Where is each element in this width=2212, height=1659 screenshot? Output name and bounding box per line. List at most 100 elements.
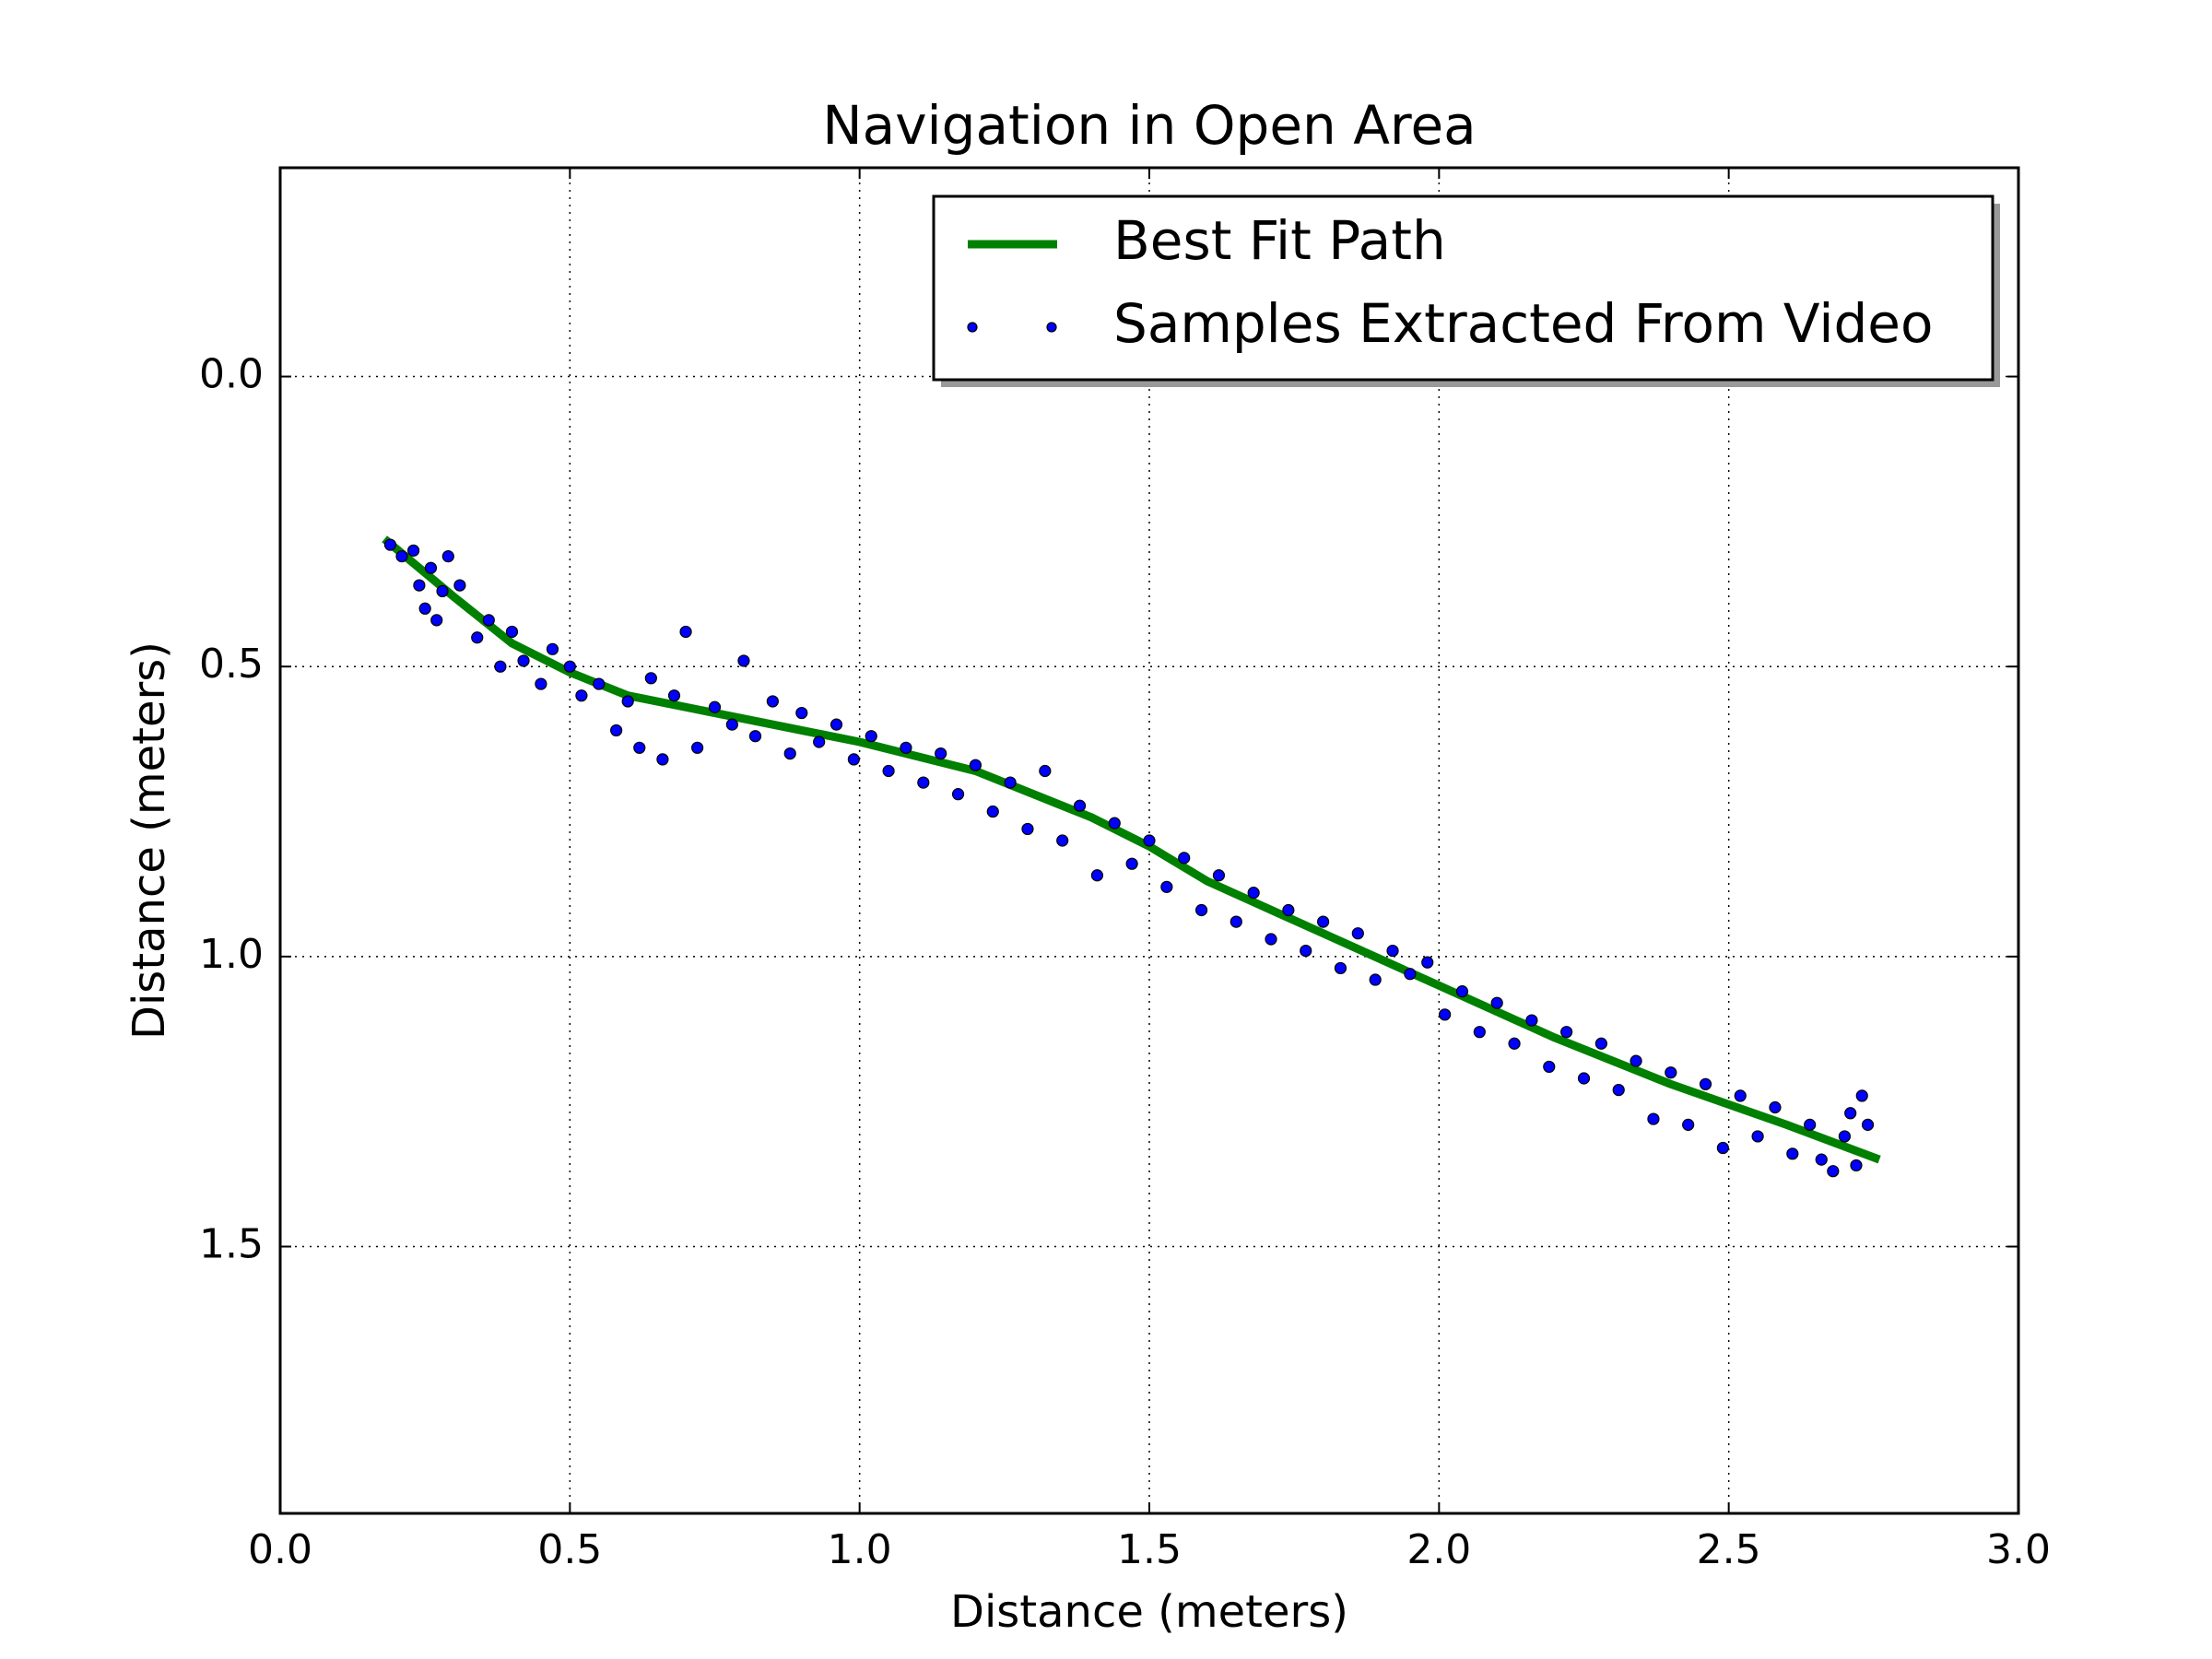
sample-point (1473, 1026, 1486, 1039)
sample-point (656, 753, 669, 766)
sample-point (424, 561, 438, 574)
sample-point (494, 660, 507, 673)
sample-point (418, 602, 431, 615)
sample-point (1247, 887, 1260, 900)
sample-point (667, 689, 681, 702)
sample-point (1125, 857, 1138, 870)
sample-point (1647, 1112, 1660, 1125)
sample-point (430, 614, 443, 627)
legend-label: Samples Extracted From Video (1113, 292, 1933, 355)
sample-point (383, 538, 397, 551)
sample-point (1421, 956, 1434, 969)
sample-point (644, 672, 657, 685)
sample-point (1212, 869, 1226, 882)
sample-point (621, 695, 634, 708)
x-tick-label: 0.0 (248, 1526, 312, 1573)
sample-point (593, 677, 606, 690)
sample-point (1699, 1077, 1712, 1090)
sample-point (691, 741, 704, 754)
sample-point (1039, 764, 1052, 778)
sample-point (535, 677, 547, 690)
sample-point (1827, 1165, 1840, 1178)
sample-point (1838, 1130, 1852, 1143)
y-tick-label: 1.0 (199, 931, 264, 978)
sample-point (453, 579, 466, 592)
sample-point (1560, 1026, 1573, 1039)
sample-point (1108, 817, 1121, 830)
sample-point (1734, 1089, 1747, 1102)
sample-point (633, 741, 646, 754)
sample-point (1665, 1066, 1677, 1079)
sample-point (1508, 1037, 1521, 1050)
sample-point (708, 700, 722, 713)
sample-point (471, 631, 484, 644)
sample-point (847, 753, 860, 766)
sample-point (1334, 961, 1347, 975)
sample-point (1455, 985, 1469, 998)
sample-point (917, 776, 930, 789)
sample-point (1386, 944, 1399, 958)
sample-point (1316, 915, 1330, 928)
fit-line (382, 535, 1881, 1164)
sample-point (1160, 880, 1173, 893)
sample-point (1594, 1037, 1607, 1050)
sample-point (546, 642, 559, 655)
sample-point (563, 660, 576, 673)
sample-point (986, 805, 999, 818)
sample-point (830, 718, 843, 731)
sample-point (1439, 1008, 1452, 1021)
sample-point (900, 741, 912, 754)
y-tick-label: 1.5 (199, 1221, 264, 1268)
legend-dot-swatch (967, 322, 978, 333)
sample-point (882, 764, 895, 778)
sample-point (1056, 834, 1069, 847)
sample-point (1861, 1118, 1875, 1131)
sample-point (935, 747, 947, 760)
sample-point (1577, 1072, 1591, 1085)
sample-point (951, 788, 965, 801)
sample-point (1282, 903, 1295, 917)
sample-point (1769, 1100, 1782, 1114)
sample-point (1265, 933, 1277, 946)
sample-point (725, 718, 738, 731)
x-tick-label: 3.0 (1986, 1526, 2051, 1573)
sample-point (1230, 915, 1242, 928)
sample-point (1404, 968, 1417, 981)
sample-point (1630, 1054, 1642, 1067)
sample-point (748, 730, 762, 743)
x-tick-label: 1.5 (1117, 1526, 1182, 1573)
sample-point (1351, 927, 1364, 940)
x-tick-label: 2.0 (1406, 1526, 1471, 1573)
chart-title: Navigation in Open Area (822, 94, 1476, 157)
sample-point (1804, 1118, 1817, 1131)
sample-point (1090, 869, 1104, 882)
sample-point (1751, 1130, 1764, 1143)
sample-point (1786, 1147, 1799, 1160)
sample-point (436, 584, 449, 597)
sample-point (1855, 1089, 1868, 1102)
axes-frame (278, 166, 2020, 1515)
x-axis-label: Distance (meters) (950, 1586, 1348, 1638)
sample-point (575, 689, 588, 702)
legend-label: Best Fit Path (1113, 209, 1446, 272)
sample-point (783, 747, 796, 760)
sample-point (813, 735, 826, 748)
sample-point (795, 706, 808, 720)
sample-point (505, 625, 519, 639)
sample-point (1490, 996, 1503, 1009)
sample-point (1525, 1014, 1538, 1027)
sample-point (1178, 852, 1191, 865)
sample-point (1073, 799, 1087, 812)
sample-point (1300, 944, 1312, 958)
sample-point (1815, 1153, 1828, 1166)
legend-box (932, 194, 1994, 382)
sample-point (679, 625, 692, 639)
sample-point (1612, 1084, 1625, 1097)
sample-point (865, 730, 877, 743)
sample-point (395, 550, 408, 563)
sample-point (969, 759, 982, 771)
sample-point (766, 695, 779, 708)
y-axis-label: Distance (meters) (124, 641, 175, 1040)
